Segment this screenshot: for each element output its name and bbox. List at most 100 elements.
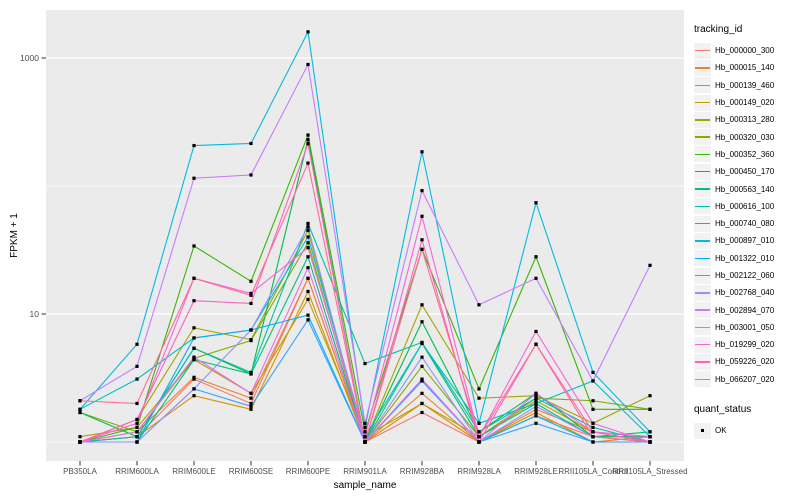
legend-item: Hb_019299_020 <box>694 336 798 353</box>
x-tick-label: RRII105LA_Stressed <box>612 467 687 476</box>
data-point <box>591 435 595 439</box>
data-point <box>477 430 481 434</box>
legend-item-label: Hb_002122_060 <box>715 271 775 280</box>
data-point <box>420 341 424 345</box>
data-point <box>591 379 595 383</box>
legend-item: Hb_000313_280 <box>694 111 798 128</box>
legend-item-label: Hb_000320_030 <box>715 132 775 142</box>
legend-item-label: Hb_000616_100 <box>715 201 775 211</box>
legend-title: tracking_id <box>694 24 743 35</box>
legend-key-line-icon <box>695 240 710 242</box>
data-point <box>135 425 139 430</box>
x-tick-label: RRIM600SE <box>229 467 273 476</box>
data-point <box>306 133 310 137</box>
legend-item: Hb_000740_080 <box>694 215 798 232</box>
data-point <box>306 241 310 245</box>
data-point <box>249 407 253 411</box>
data-point <box>135 342 139 346</box>
legend-item-label: Hb_066207_020 <box>715 374 775 384</box>
data-point <box>249 141 253 146</box>
data-point <box>420 247 424 251</box>
legend-key-line-icon <box>695 171 710 173</box>
data-point <box>192 276 196 280</box>
legend-item-label: Hb_000149_020 <box>715 98 775 108</box>
legend-key-line-icon <box>695 274 710 277</box>
data-point <box>591 425 595 430</box>
data-point <box>534 399 538 403</box>
legend-key <box>694 422 711 439</box>
legend-key-point-icon <box>700 428 705 433</box>
legend-tracking-id: tracking_id Hb_000000_300 Hb_000015_140 Hb… <box>694 24 798 439</box>
data-point <box>192 143 196 148</box>
data-point <box>648 435 652 439</box>
y-tick-label: 1000 <box>20 53 39 63</box>
legend-item: Hb_003001_050 <box>694 319 798 336</box>
data-point <box>135 421 139 425</box>
legend-key <box>694 146 711 163</box>
x-tick-label: RRIM600PE <box>286 467 330 476</box>
legend-item: Hb_000000_300 <box>694 42 798 59</box>
data-point <box>534 255 538 259</box>
data-point <box>591 421 595 425</box>
legend-key <box>694 215 711 232</box>
legend-key-line-icon <box>695 222 710 225</box>
data-point <box>420 150 424 154</box>
legend-item: Hb_066207_020 <box>694 371 798 388</box>
data-point <box>306 235 310 239</box>
legend-key <box>694 319 711 336</box>
data-point <box>306 255 310 259</box>
legend-rows: Hb_000000_300 Hb_000015_140 Hb_000139_460 H… <box>694 42 798 388</box>
x-axis-title: sample_name <box>334 480 397 491</box>
x-tick-label: RRIM928BA <box>400 467 445 476</box>
data-point <box>477 421 481 425</box>
data-point <box>78 435 82 439</box>
data-point <box>420 238 424 242</box>
data-point <box>249 370 253 374</box>
data-point <box>477 396 481 400</box>
legend-key <box>694 198 711 215</box>
legend-item: Hb_002122_060 <box>694 267 798 284</box>
legend-key-line-icon <box>695 326 710 329</box>
data-point <box>420 401 424 406</box>
legend-key <box>694 267 711 284</box>
y-axis-title: FPKM + 1 <box>9 213 20 258</box>
data-point <box>534 342 538 346</box>
legend-key-line-icon <box>695 101 710 104</box>
x-tick-label: RRII105LA_Control <box>558 467 628 476</box>
plot-panel <box>46 10 684 461</box>
data-point <box>78 440 82 444</box>
data-point <box>306 138 310 142</box>
data-point <box>135 440 139 444</box>
data-point <box>192 377 196 381</box>
data-point <box>534 394 538 398</box>
x-tick-label: RRIM600LA <box>115 467 159 476</box>
data-point <box>534 276 538 280</box>
legend-key <box>694 250 711 267</box>
data-point <box>249 338 253 343</box>
data-point <box>249 391 253 395</box>
legend-item: Hb_059226_020 <box>694 353 798 370</box>
data-point <box>420 377 424 381</box>
data-point <box>249 372 253 376</box>
legend-item-label: Hb_003001_050 <box>715 322 775 332</box>
data-point <box>363 430 367 434</box>
legend-item-label: Hb_000740_080 <box>715 219 775 229</box>
legend-key-line-icon <box>695 119 710 121</box>
legend2-title: quant_status <box>694 403 752 415</box>
legend-key-line-icon <box>695 84 710 86</box>
legend-key <box>694 42 711 59</box>
data-point <box>420 379 424 383</box>
legend-key-line-icon <box>695 378 710 380</box>
legend-key-line-icon <box>695 344 710 346</box>
data-point <box>534 414 538 418</box>
data-point <box>192 358 196 362</box>
data-point <box>534 329 538 334</box>
data-point <box>420 214 424 218</box>
legend-key <box>694 181 711 198</box>
data-point <box>306 30 310 34</box>
data-point <box>192 394 196 398</box>
legend-key-line-icon <box>695 67 710 69</box>
legend-key-line-icon <box>695 361 710 363</box>
legend-key-line-icon <box>695 309 710 311</box>
data-point <box>648 407 652 411</box>
